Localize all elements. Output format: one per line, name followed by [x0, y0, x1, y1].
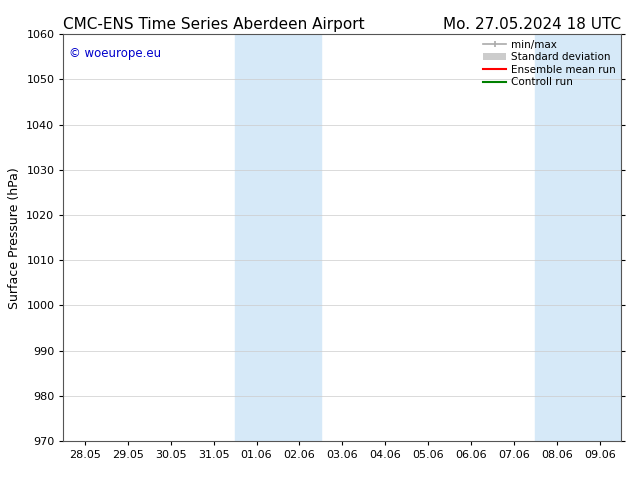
Y-axis label: Surface Pressure (hPa): Surface Pressure (hPa): [8, 167, 21, 309]
Bar: [536, 34, 621, 441]
Bar: [235, 34, 321, 441]
Text: © woeurope.eu: © woeurope.eu: [69, 47, 161, 59]
Legend: min/max, Standard deviation, Ensemble mean run, Controll run: min/max, Standard deviation, Ensemble me…: [481, 37, 618, 89]
Text: CMC-ENS Time Series Aberdeen Airport: CMC-ENS Time Series Aberdeen Airport: [63, 17, 365, 32]
Text: Mo. 27.05.2024 18 UTC: Mo. 27.05.2024 18 UTC: [443, 17, 621, 32]
